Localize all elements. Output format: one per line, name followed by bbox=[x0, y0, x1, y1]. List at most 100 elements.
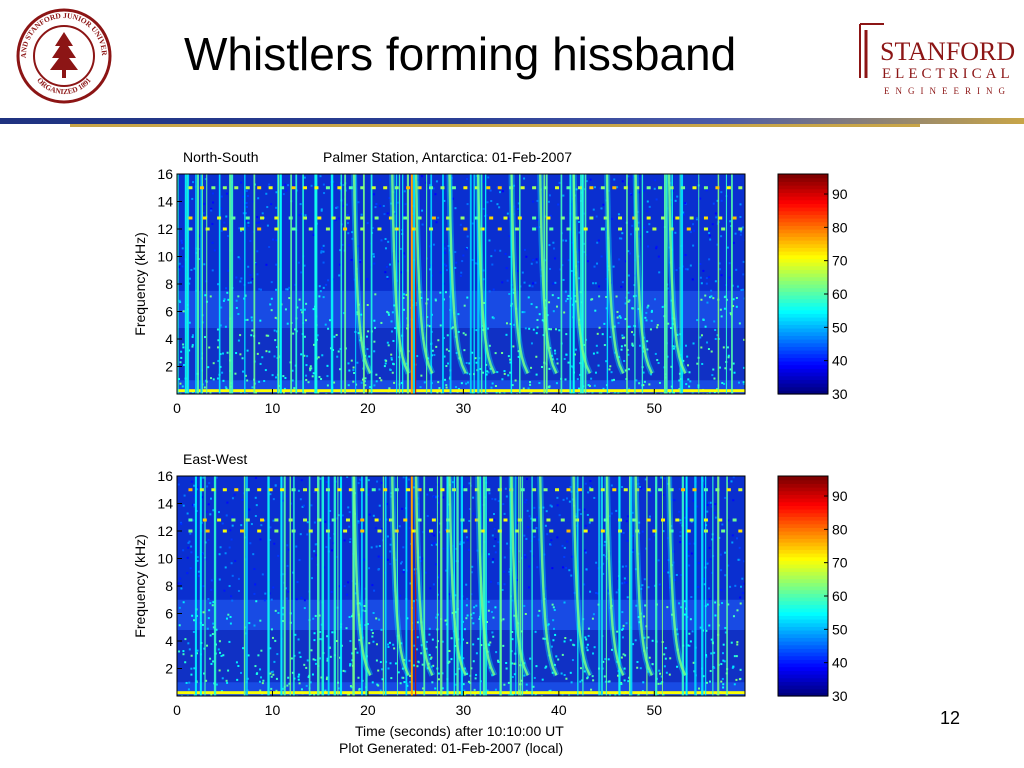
colorbar-cell bbox=[778, 648, 828, 653]
colorbar-cell bbox=[778, 688, 828, 693]
plot-footer: Plot Generated: 01-Feb-2007 (local) bbox=[339, 740, 563, 756]
whistler-trace bbox=[475, 476, 498, 677]
colorbar-cell bbox=[778, 269, 828, 274]
colorbar-cell bbox=[778, 214, 828, 219]
colorbar-cell bbox=[778, 505, 828, 510]
colorbar-cell bbox=[778, 564, 828, 569]
colorbar-cell bbox=[778, 276, 828, 281]
header-rule-gold bbox=[70, 124, 920, 127]
tone-line-0 bbox=[188, 186, 743, 190]
colorbar-cell bbox=[778, 597, 828, 602]
y-tick-label: 2 bbox=[165, 661, 173, 677]
colorbar-cell bbox=[778, 663, 828, 668]
colorbar-tick-label: 30 bbox=[832, 386, 848, 402]
colorbar-cell bbox=[778, 192, 828, 197]
colorbar-cell bbox=[778, 600, 828, 605]
whistler-trace bbox=[413, 174, 436, 375]
colorbar-cell bbox=[778, 534, 828, 539]
colorbar-cell bbox=[778, 368, 828, 373]
whistler-trace bbox=[570, 174, 593, 375]
colorbar-cell bbox=[778, 339, 828, 344]
colorbar-cell bbox=[778, 375, 828, 380]
colorbar-cell bbox=[778, 644, 828, 649]
whistler-trace bbox=[475, 174, 498, 375]
colorbar-cell bbox=[778, 317, 828, 322]
whistler-trace bbox=[570, 476, 593, 677]
whistler-trace bbox=[666, 174, 689, 375]
colorbar-cell bbox=[778, 313, 828, 318]
colorbar-cell bbox=[778, 174, 828, 179]
colorbar-cell bbox=[778, 254, 828, 259]
colorbar-cell bbox=[778, 306, 828, 311]
spectrogram-1 bbox=[177, 476, 745, 696]
colorbar-cell bbox=[778, 571, 828, 576]
colorbar-tick-label: 70 bbox=[832, 253, 848, 269]
colorbar-cell bbox=[778, 291, 828, 296]
colorbar-cell bbox=[778, 604, 828, 609]
y-tick-label: 14 bbox=[157, 496, 173, 512]
whistler-trace bbox=[351, 174, 374, 375]
y-tick-label: 14 bbox=[157, 194, 173, 210]
colorbar-cell bbox=[778, 364, 828, 369]
y-axis-label: Frequency (kHz) bbox=[132, 232, 148, 335]
x-tick-label: 30 bbox=[456, 702, 472, 718]
colorbar-cell bbox=[778, 575, 828, 580]
colorbar-cell bbox=[778, 494, 828, 499]
colorbar-cell bbox=[778, 177, 828, 182]
colorbar-cell bbox=[778, 531, 828, 536]
colorbar bbox=[778, 174, 828, 395]
tone-line-0 bbox=[188, 488, 743, 492]
whistler-trace bbox=[666, 476, 689, 677]
colorbar-cell bbox=[778, 353, 828, 358]
colorbar bbox=[778, 476, 828, 697]
colorbar-cell bbox=[778, 287, 828, 292]
colorbar-cell bbox=[778, 593, 828, 598]
panel-label: East-West bbox=[183, 451, 247, 467]
colorbar-cell bbox=[778, 479, 828, 484]
whistler-trace bbox=[604, 174, 627, 375]
colorbar-cell bbox=[778, 608, 828, 613]
colorbar-cell bbox=[778, 670, 828, 675]
stanford-ee-logo: STANFORD ELECTRICAL ENGINEERING bbox=[859, 23, 1015, 96]
ee-logo-line2: ELECTRICAL bbox=[882, 66, 1014, 82]
colorbar-cell bbox=[778, 188, 828, 193]
chart-title: Palmer Station, Antarctica: 01-Feb-2007 bbox=[323, 149, 572, 165]
colorbar-cell bbox=[778, 476, 828, 481]
whistler-trace bbox=[351, 476, 374, 677]
x-tick-label: 20 bbox=[360, 400, 376, 416]
colorbar-cell bbox=[778, 280, 828, 285]
y-tick-label: 16 bbox=[157, 468, 173, 484]
colorbar-cell bbox=[778, 218, 828, 223]
whistler-trace bbox=[537, 476, 560, 677]
colorbar-cell bbox=[778, 361, 828, 366]
colorbar-tick-label: 80 bbox=[832, 521, 848, 537]
colorbar-cell bbox=[778, 692, 828, 697]
colorbar-cell bbox=[778, 578, 828, 583]
colorbar-cell bbox=[778, 379, 828, 384]
colorbar-cell bbox=[778, 556, 828, 561]
colorbar-cell bbox=[778, 567, 828, 572]
colorbar-cell bbox=[778, 641, 828, 646]
colorbar-cell bbox=[778, 357, 828, 362]
y-tick-label: 10 bbox=[157, 249, 173, 265]
y-tick-label: 4 bbox=[165, 633, 173, 649]
x-tick-label: 10 bbox=[265, 400, 281, 416]
x-tick-label: 40 bbox=[551, 702, 567, 718]
colorbar-cell bbox=[778, 247, 828, 252]
colorbar-cell bbox=[778, 501, 828, 506]
colorbar-cell bbox=[778, 615, 828, 620]
colorbar-cell bbox=[778, 309, 828, 314]
colorbar-cell bbox=[778, 265, 828, 270]
colorbar-cell bbox=[778, 622, 828, 627]
colorbar-tick-label: 30 bbox=[832, 688, 848, 704]
colorbar-cell bbox=[778, 295, 828, 300]
colorbar-cell bbox=[778, 258, 828, 263]
colorbar-cell bbox=[778, 527, 828, 532]
ee-logo-line3: ENGINEERING bbox=[884, 86, 1011, 96]
colorbar-cell bbox=[778, 589, 828, 594]
colorbar-tick-label: 40 bbox=[832, 655, 848, 671]
x-axis-label: Time (seconds) after 10:10:00 UT bbox=[355, 723, 564, 739]
colorbar-cell bbox=[778, 207, 828, 212]
colorbar-cell bbox=[778, 483, 828, 488]
colorbar-cell bbox=[778, 542, 828, 547]
